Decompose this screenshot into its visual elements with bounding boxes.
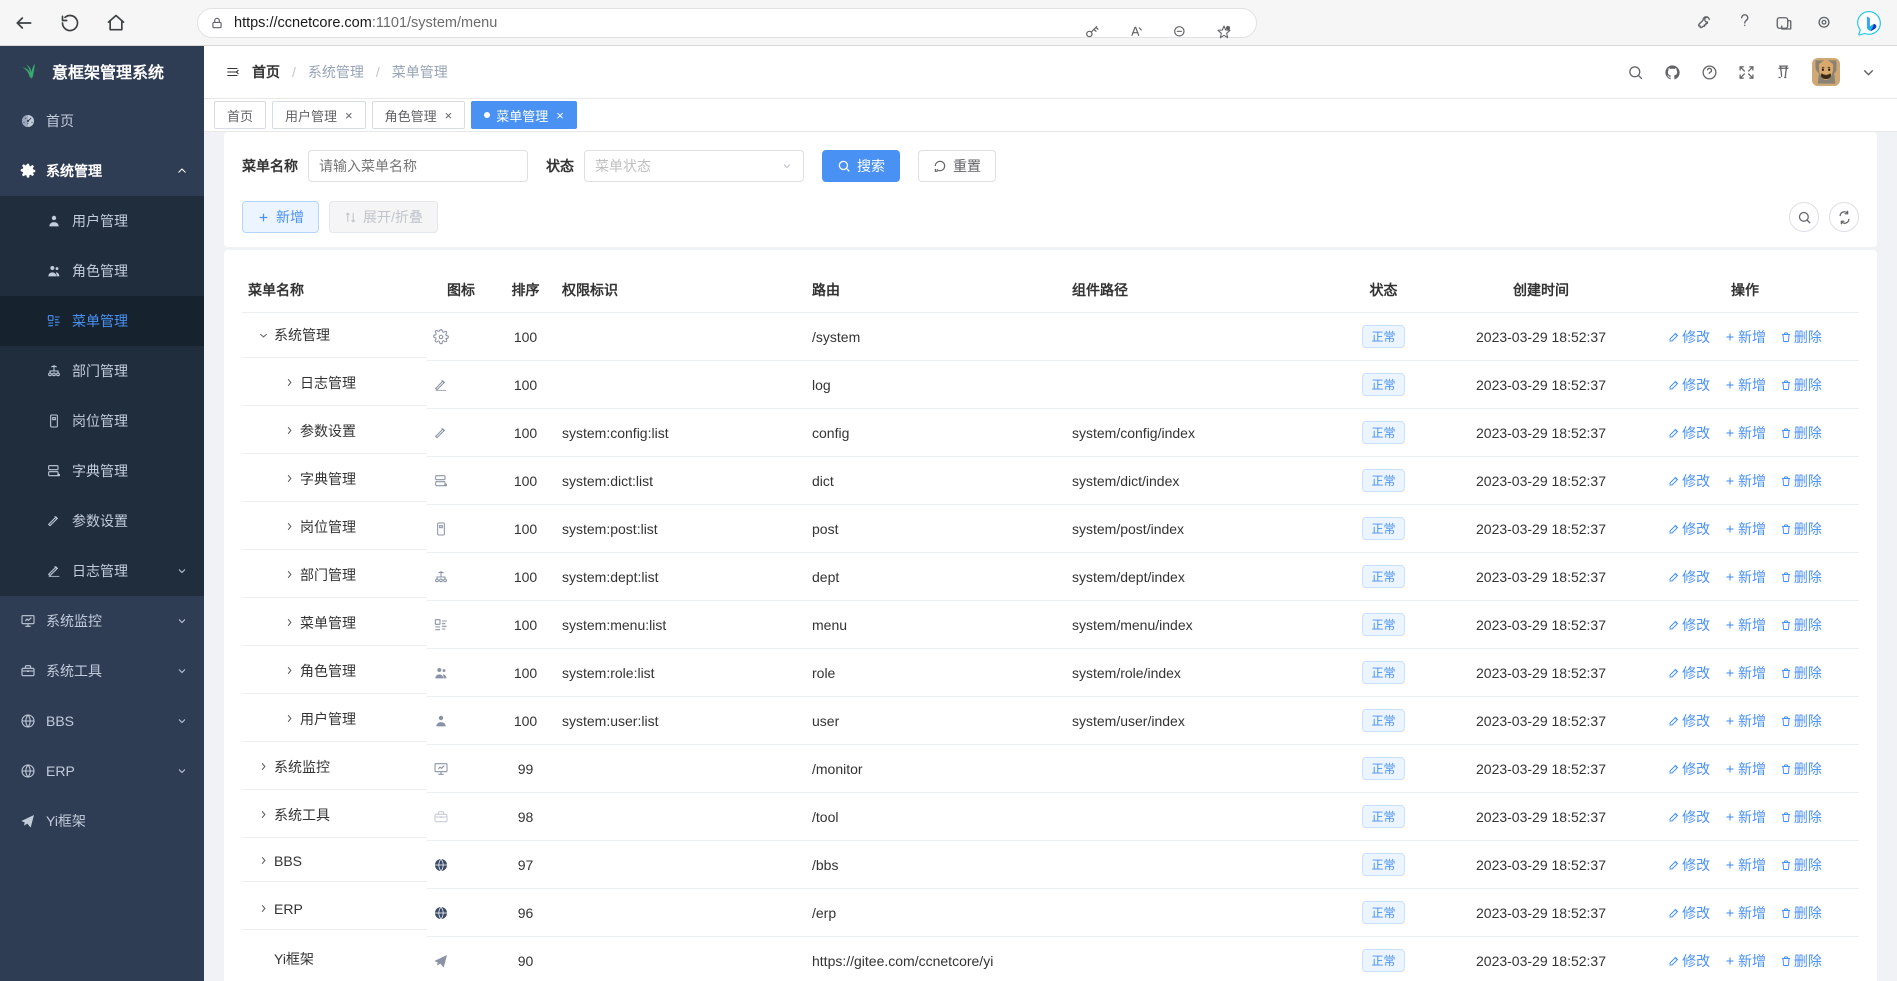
svg-text:+: + (1227, 26, 1229, 30)
